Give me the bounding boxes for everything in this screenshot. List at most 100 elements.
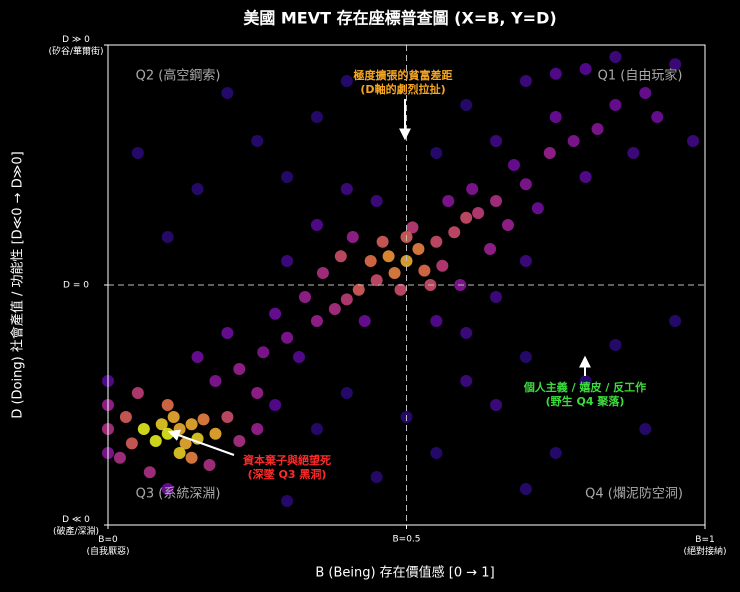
- point: [639, 87, 652, 99]
- point: [406, 221, 419, 234]
- point: [113, 451, 126, 464]
- point: [251, 135, 264, 147]
- point: [316, 267, 329, 279]
- point: [460, 375, 473, 387]
- point: [669, 315, 682, 327]
- point: [328, 303, 341, 315]
- point: [370, 274, 383, 287]
- point: [472, 207, 485, 219]
- point: [388, 267, 401, 279]
- point: [460, 99, 473, 111]
- point: [519, 351, 532, 363]
- point: [233, 363, 246, 375]
- point: [591, 123, 604, 135]
- point: [209, 375, 222, 387]
- point: [221, 87, 234, 99]
- point: [334, 250, 347, 263]
- point: [340, 293, 353, 306]
- point: [430, 447, 443, 459]
- point: [119, 411, 132, 423]
- quadrant-label: Q3 (系統深淵): [136, 487, 221, 502]
- point: [143, 466, 156, 479]
- quadrant-label: Q1 (自由玩家): [598, 68, 683, 84]
- point: [358, 315, 371, 327]
- point: [376, 235, 389, 248]
- point: [418, 264, 431, 277]
- point: [269, 399, 282, 411]
- point: [442, 195, 455, 207]
- point: [669, 58, 682, 71]
- point: [149, 435, 162, 447]
- point: [161, 427, 174, 440]
- point: [430, 235, 443, 248]
- overlay: Q1 (自由玩家) Q2 (高空鋼索) Q3 (系統深淵) Q4 (爛泥防空洞) 極度擴…: [108, 45, 705, 525]
- point: [609, 51, 622, 63]
- point: [567, 135, 580, 147]
- point: [549, 447, 562, 459]
- annotation: (野生 Q4 聚落): [546, 394, 625, 408]
- point: [161, 483, 174, 495]
- point: [412, 243, 425, 255]
- point: [209, 427, 222, 440]
- point: [490, 135, 503, 147]
- point: [364, 255, 377, 267]
- annotation: 極度擴張的貧富差距: [353, 68, 453, 82]
- point: [340, 183, 353, 195]
- point: [627, 147, 640, 159]
- point: [370, 195, 383, 207]
- point: [466, 183, 479, 195]
- point: [161, 231, 174, 243]
- point: [579, 63, 592, 75]
- point: [281, 171, 294, 183]
- point: [531, 202, 544, 215]
- annotation: (深墜 Q3 黑洞): [248, 467, 327, 481]
- point: [501, 219, 514, 231]
- point: [370, 471, 383, 483]
- point: [185, 418, 198, 431]
- point: [203, 459, 216, 471]
- point: [251, 387, 264, 399]
- point: [460, 327, 473, 339]
- point: [579, 171, 592, 183]
- point: [579, 375, 592, 387]
- point: [484, 243, 497, 255]
- point: [310, 111, 323, 123]
- point: [131, 147, 144, 159]
- point: [430, 315, 443, 327]
- point: [137, 423, 150, 435]
- point: [131, 387, 144, 399]
- point: [549, 111, 562, 123]
- point: [173, 447, 186, 459]
- point: [299, 291, 312, 303]
- quadrant-label: Q2 (高空鋼索): [136, 68, 221, 84]
- annotation: 資本棄子與絕望死: [243, 453, 331, 467]
- point: [651, 111, 664, 123]
- y-axis-label: D (Doing) 社會產值 / 功能性 [D≪0 → D≫0]: [10, 151, 26, 418]
- point: [543, 147, 556, 159]
- point: [609, 99, 622, 111]
- arrow: [167, 429, 235, 456]
- point: [179, 437, 192, 450]
- point: [346, 231, 359, 243]
- point: [155, 418, 168, 431]
- x-tick-label: B=1 (絕對接納): [683, 535, 726, 557]
- annotation: (D軸的劇烈拉扯): [360, 82, 445, 96]
- point: [382, 250, 395, 263]
- point: [519, 483, 532, 495]
- point: [191, 183, 204, 195]
- point: [310, 315, 323, 327]
- points: [102, 51, 700, 507]
- annotation: 個人主義 / 嬉皮 / 反工作: [523, 380, 646, 394]
- point: [519, 178, 532, 191]
- point: [340, 387, 353, 399]
- x-tick-label: B=0.5: [392, 535, 420, 545]
- point: [687, 135, 700, 147]
- point: [507, 159, 520, 171]
- point: [490, 195, 503, 207]
- point: [340, 75, 353, 87]
- point: [519, 75, 532, 87]
- quadrant-label: Q4 (爛泥防空洞): [585, 486, 683, 502]
- point: [609, 339, 622, 351]
- y-tick-label: D = 0: [63, 281, 89, 291]
